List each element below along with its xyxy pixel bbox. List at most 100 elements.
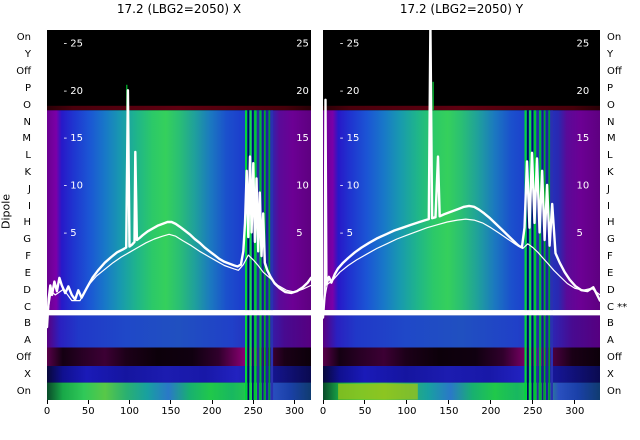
row-label: C ** (607, 301, 628, 313)
x-tick-label: 0 (319, 406, 327, 417)
x-tick-mark (252, 400, 254, 404)
inner-scale-label-right: 25 (296, 39, 309, 50)
inner-scale-label-right: 20 (577, 86, 590, 97)
row-label: B (24, 318, 31, 330)
row-label: O (607, 99, 615, 111)
x-tick-label: 200 (202, 406, 222, 417)
row-label: On (16, 32, 31, 44)
x-tick-mark (448, 400, 450, 404)
inner-scale-label-left: - 25 (64, 39, 84, 50)
x-tick-label: 0 (43, 406, 51, 417)
row-label: X (607, 368, 614, 380)
inner-scale-label-right: 5 (296, 228, 302, 239)
row-label: J (607, 183, 610, 195)
x-tick-mark (294, 400, 295, 404)
main-trace (47, 89, 311, 329)
row-label: K (607, 166, 614, 178)
row-label: F (25, 251, 31, 263)
x-tick-label: 250 (243, 406, 263, 417)
x-tick-label: 150 (161, 406, 181, 417)
row-label: M (607, 133, 616, 145)
inner-scale-label-left: - 5 (64, 228, 77, 239)
x-tick-label: 200 (481, 406, 501, 417)
x-tick-mark (322, 400, 324, 404)
inner-scale-label-left: - 25 (340, 39, 360, 50)
inner-scale-label-left: - 20 (340, 86, 360, 97)
row-label: H (23, 217, 31, 229)
row-label: B (607, 318, 614, 330)
x-tick-label: 300 (565, 406, 585, 417)
inner-scale-label-right: 10 (296, 181, 309, 192)
x-tick-mark (211, 400, 213, 404)
row-label: H (607, 217, 615, 229)
x-tick-label: 100 (397, 406, 417, 417)
row-label: I (607, 200, 610, 212)
row-label: D (23, 284, 31, 296)
row-label: L (607, 150, 613, 162)
row-label: E (24, 267, 31, 279)
x-tick-mark (406, 400, 408, 404)
row-label: On (607, 32, 622, 44)
x-tick-label: 150 (439, 406, 459, 417)
row-label: O (23, 99, 31, 111)
x-tick-mark (129, 400, 130, 404)
x-tick-mark (532, 400, 534, 404)
row-label: Y (607, 49, 614, 61)
row-label: C (24, 301, 31, 313)
row-label: N (23, 116, 31, 128)
inner-scale-label-right: 25 (577, 39, 590, 50)
row-label: A (607, 335, 614, 347)
row-label: Off (16, 66, 31, 78)
row-label: E (607, 267, 614, 279)
inner-scale-label-left: - 20 (64, 86, 84, 97)
inner-scale-label-left: - 5 (340, 228, 353, 239)
row-label: X (24, 368, 31, 380)
row-label: M (22, 133, 31, 145)
inner-scale-label-right: 20 (296, 86, 309, 97)
row-label: D (607, 284, 615, 296)
left-row-labels: On Y Off P O N M L K J I H G F E D C B A Off X On (0, 0, 31, 440)
inner-scale-label-right: 15 (296, 133, 309, 144)
x-tick-mark (46, 400, 48, 404)
x-tick-label: 250 (523, 406, 543, 417)
inner-scale-label-left: - 15 (64, 133, 84, 144)
panel-y-title: 17.2 (LBG2=2050) Y (399, 2, 524, 16)
x-tick-label: 100 (119, 406, 140, 417)
row-label: A (24, 335, 31, 347)
right-row-labels: On Y Off P O N M L K J I H G F E D C ** B A Off X On (607, 0, 640, 440)
row-label: Y (24, 49, 31, 61)
x-tick-mark (364, 400, 366, 404)
row-label: Off (607, 66, 622, 78)
x-tick-mark (574, 400, 576, 404)
row-label: G (607, 234, 615, 246)
inner-scale-label-right: 5 (577, 228, 583, 239)
row-label: I (28, 200, 31, 212)
x-tick-mark (87, 400, 89, 404)
panel-x-title: 17.2 (LBG2=2050) X (116, 2, 242, 16)
heatmap-panel-y: - 25 25 - 20 20 - 15 15 - 10 10 - 5 5 (323, 30, 600, 400)
row-label: J (28, 183, 31, 195)
inner-scale-label-left: - 10 (340, 181, 360, 192)
row-label: Off (16, 351, 31, 363)
row-label: P (607, 82, 614, 94)
inner-scale-label-right: 10 (577, 181, 590, 192)
x-tick-mark (170, 400, 172, 404)
row-label: N (607, 116, 615, 128)
x-tick-label: 300 (284, 406, 305, 417)
row-label: Off (607, 351, 622, 363)
heatmap-panel-x: - 25 25 - 20 20 - 15 15 - 10 10 - 5 5 (47, 30, 311, 400)
row-label: On (16, 385, 31, 397)
inner-scale-label-right: 15 (577, 133, 590, 144)
secondary-trace (323, 218, 600, 309)
inner-scale-label-left: - 10 (64, 181, 84, 192)
row-label: G (23, 234, 31, 246)
x-tick-mark (490, 400, 492, 404)
row-label: K (24, 166, 31, 178)
x-tick-label: 50 (358, 406, 372, 417)
row-label: F (607, 251, 613, 263)
row-label: On (607, 385, 622, 397)
row-label: P (24, 82, 31, 94)
row-label: L (25, 150, 31, 162)
x-tick-label: 50 (81, 406, 95, 417)
